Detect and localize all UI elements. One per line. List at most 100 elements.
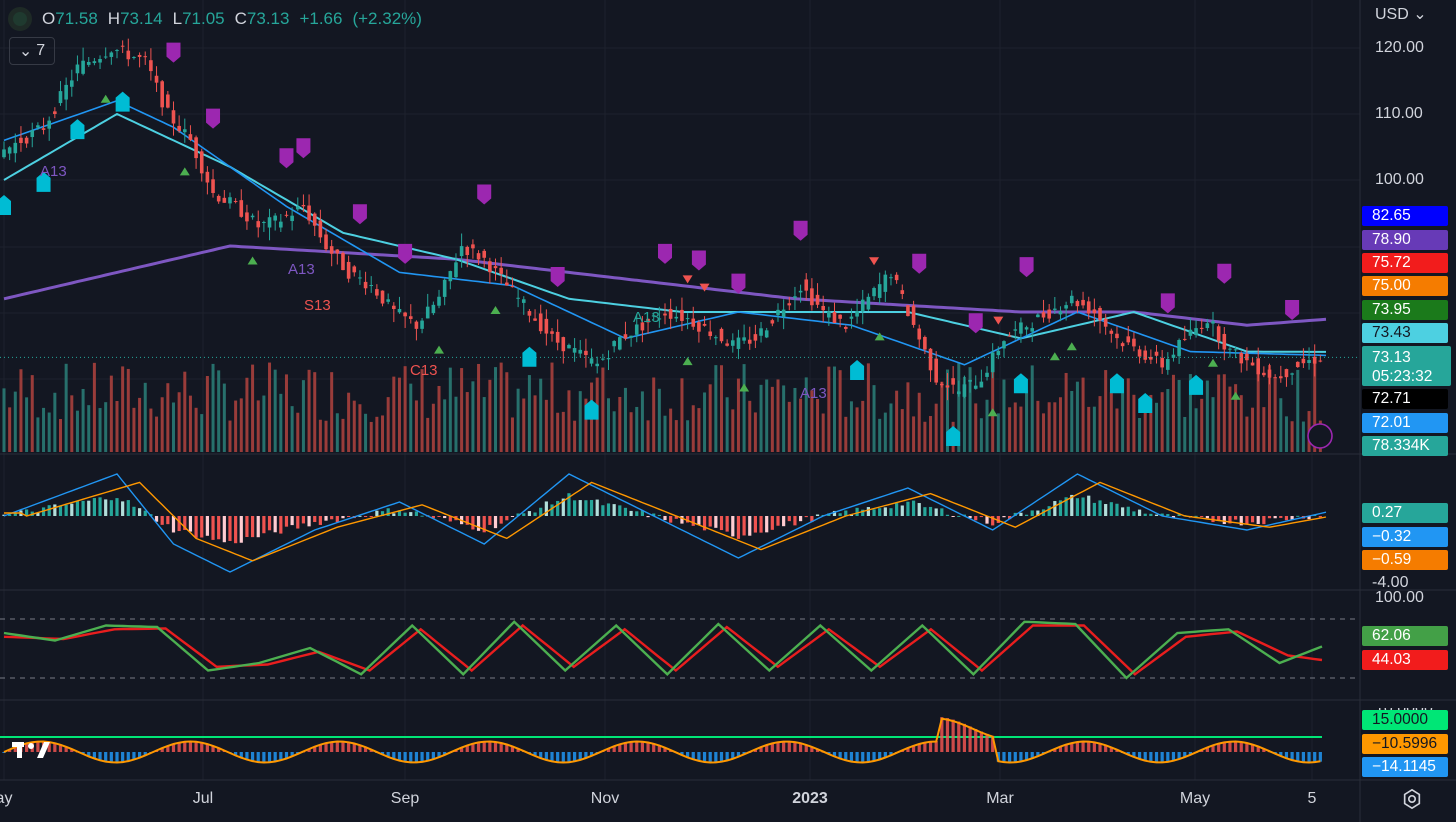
stoch-k-line <box>3 620 1323 680</box>
macd-histogram-bar <box>1171 516 1176 518</box>
osc-histogram-bar <box>166 745 170 752</box>
volume-bar <box>1155 402 1159 452</box>
volume-bar <box>516 388 520 452</box>
volume-bar <box>222 383 226 452</box>
candle-body <box>1177 340 1181 357</box>
candle-body <box>623 334 628 339</box>
macd-histogram-bar <box>493 516 498 529</box>
candle-body <box>747 339 752 344</box>
volume-bar <box>855 407 859 452</box>
volume-bar <box>1211 397 1215 452</box>
volume-bar <box>940 381 944 452</box>
candle-body <box>510 286 515 288</box>
candle-body <box>58 91 63 104</box>
macd-histogram-bar <box>211 516 215 540</box>
osc-histogram-bar <box>58 744 63 752</box>
candle-body <box>36 125 40 128</box>
volume-bar <box>680 378 684 452</box>
macd-histogram-bar <box>47 505 51 516</box>
volume-bar <box>1205 380 1209 452</box>
volume-bar <box>889 403 893 452</box>
candle-body <box>832 312 837 323</box>
macd-histogram-bar <box>516 513 520 516</box>
macd-histogram-bar <box>618 505 622 516</box>
osc-histogram-bar <box>979 731 983 752</box>
candle-body <box>2 149 6 158</box>
macd-histogram-bar <box>1267 516 1272 519</box>
volume-bar <box>708 384 712 452</box>
volume-bar <box>262 395 266 452</box>
indicator-collapse-button[interactable]: ⌄ 7 <box>9 37 55 65</box>
osc-line <box>3 717 1321 764</box>
volume-bar <box>934 403 938 452</box>
macd-histogram-bar <box>911 500 916 516</box>
volume-bar <box>1177 379 1181 452</box>
volume-bar <box>488 379 492 452</box>
macd-histogram-bar <box>974 516 978 521</box>
volume-bar <box>1053 402 1057 452</box>
macd-histogram-bar <box>403 512 407 516</box>
candle-body <box>476 253 481 260</box>
high-label: H <box>107 9 121 28</box>
macd-histogram-bar <box>171 516 176 533</box>
lightning-icon <box>1307 423 1333 449</box>
macd-histogram-bar <box>58 505 63 516</box>
macd-histogram-bar <box>883 507 887 516</box>
up-triangle-icon <box>100 94 111 103</box>
volume-bar <box>1290 421 1294 452</box>
osc-histogram-bar <box>1081 741 1085 752</box>
osc-histogram-bar <box>889 752 893 756</box>
osc-histogram-bar <box>188 741 193 752</box>
candle-body <box>64 84 68 100</box>
sell-signal-icon <box>658 243 672 264</box>
volume-bar <box>8 407 12 452</box>
osc-histogram-bar <box>352 743 356 752</box>
osc-histogram-bar <box>1217 743 1221 752</box>
osc-histogram-bar <box>623 742 628 752</box>
volume-bar <box>1070 391 1074 452</box>
currency-selector[interactable]: USD ⌄ <box>1375 6 1427 23</box>
osc-histogram-bar <box>70 748 74 752</box>
macd-histogram-bar <box>222 516 226 543</box>
candle-body <box>228 197 232 204</box>
volume-bar <box>239 398 243 452</box>
volume-bar <box>205 376 209 452</box>
osc-histogram-bar <box>1245 742 1249 752</box>
volume-bar <box>838 370 842 452</box>
settings-gear-icon[interactable] <box>1401 788 1423 810</box>
macd-histogram-bar <box>1205 516 1209 519</box>
volume-bar <box>527 375 531 452</box>
open-label: O <box>42 9 56 28</box>
candle-body <box>810 288 814 306</box>
macd-histogram-bar <box>482 516 486 533</box>
candle-body <box>488 261 492 273</box>
volume-bar <box>364 413 368 452</box>
candle-body <box>273 215 277 221</box>
volume-bar <box>776 379 780 452</box>
osc-histogram-bar <box>92 752 96 759</box>
candle-body <box>1058 311 1063 315</box>
candle-body <box>629 335 633 338</box>
candle-body <box>697 322 701 332</box>
macd-histogram-bar <box>742 516 746 536</box>
macd-histogram-bar <box>24 509 29 516</box>
macd-histogram-bar <box>160 516 164 525</box>
candle-body <box>160 81 164 108</box>
osc-histogram-bar <box>211 745 215 752</box>
osc-histogram-bar <box>872 752 876 762</box>
low-label: L <box>172 9 183 28</box>
osc-histogram-bar <box>646 742 650 752</box>
candle-body <box>674 316 679 319</box>
close-value: 73.13 <box>246 9 290 28</box>
macd-histogram-bar <box>736 516 741 539</box>
candle-body <box>968 379 972 382</box>
osc-histogram-bar <box>132 752 136 760</box>
macd-histogram-bar <box>239 516 243 543</box>
candle-body <box>1098 307 1102 321</box>
macd-histogram-bar <box>832 510 837 516</box>
volume-bar <box>397 377 401 452</box>
candle-body <box>759 328 763 336</box>
macd-histogram-bar <box>70 503 74 516</box>
